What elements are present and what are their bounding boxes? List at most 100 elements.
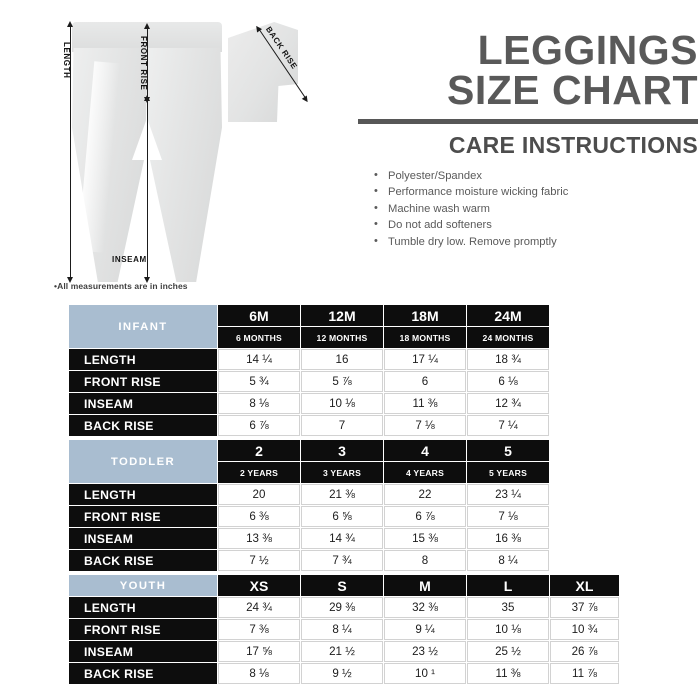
table-row: BACK RISE 6 ⅞ 7 7 ⅛ 7 ¼ — [69, 415, 549, 436]
table-cell: 37 ⅞ — [550, 597, 619, 618]
size-header: 24M — [467, 305, 549, 326]
sub-size-header: 2 YEARS — [218, 462, 300, 483]
table-cell: 6 ⅞ — [218, 415, 300, 436]
size-header: 18M — [384, 305, 466, 326]
sub-size-header: 5 YEARS — [467, 462, 549, 483]
table-cell: 9 ½ — [301, 663, 383, 684]
table-cell: 17 ⅝ — [218, 641, 300, 662]
table-cell: 23 ½ — [384, 641, 466, 662]
table-cell: 14 ¾ — [301, 528, 383, 549]
table-row: YOUTH XS S M L XL — [69, 575, 619, 596]
front-rise-label: FRONT RISE — [139, 36, 148, 91]
list-item: Performance moisture wicking fabric — [374, 183, 700, 200]
table-cell: 7 ¾ — [301, 550, 383, 571]
sub-size-header: 24 MONTHS — [467, 327, 549, 348]
sub-size-header: 3 YEARS — [301, 462, 383, 483]
page-title-line1: LEGGINGS — [477, 27, 698, 73]
table-cell: 5 ⅞ — [301, 371, 383, 392]
table-cell: 10 ⅛ — [301, 393, 383, 414]
table-cell: 18 ¾ — [467, 349, 549, 370]
page-title-line2: SIZE CHART — [447, 67, 698, 113]
care-instructions-list: Polyester/Spandex Performance moisture w… — [356, 167, 700, 250]
table-cell: 11 ⅞ — [550, 663, 619, 684]
list-item: Do not add softeners — [374, 216, 700, 233]
size-header: 12M — [301, 305, 383, 326]
size-header: 6M — [218, 305, 300, 326]
table-cell: 11 ⅜ — [467, 663, 549, 684]
table-cell: 8 ¼ — [467, 550, 549, 571]
table-row: INSEAM 17 ⅝ 21 ½ 23 ½ 25 ½ 26 ⅞ — [69, 641, 619, 662]
size-header: 2 — [218, 440, 300, 461]
table-row: LENGTH 14 ¼ 16 17 ¼ 18 ¾ — [69, 349, 549, 370]
size-header: 4 — [384, 440, 466, 461]
category-header-toddler: TODDLER — [69, 440, 217, 483]
table-cell: 11 ⅜ — [384, 393, 466, 414]
category-header-infant: INFANT — [69, 305, 217, 348]
table-row: TODDLER 2 3 4 5 — [69, 440, 549, 483]
inseam-label: INSEAM — [112, 255, 147, 264]
table-cell: 6 ⅝ — [301, 506, 383, 527]
title-block: LEGGINGS SIZE CHART CARE INSTRUCTIONS Po… — [356, 0, 700, 250]
table-cell: 5 ¾ — [218, 371, 300, 392]
table-row: BACK RISE 7 ½ 7 ¾ 8 8 ¼ — [69, 550, 549, 571]
table-row: 6 MONTHS 12 MONTHS 18 MONTHS 24 MONTHS — [69, 327, 549, 348]
table-cell: 10 ⅛ — [467, 619, 549, 640]
measurement-footnote: •All measurements are in inches — [54, 281, 188, 291]
table-cell: 24 ¾ — [218, 597, 300, 618]
page-title: LEGGINGS SIZE CHART — [356, 0, 700, 113]
table-cell: 6 ⅛ — [467, 371, 549, 392]
size-header: L — [467, 575, 549, 596]
table-row: FRONT RISE 7 ⅜ 8 ¼ 9 ¼ 10 ⅛ 10 ¾ — [69, 619, 619, 640]
category-header-youth: YOUTH — [69, 575, 217, 596]
table-cell: 13 ⅜ — [218, 528, 300, 549]
leggings-illustration: LENGTH FRONT RISE INSEAM BACK RISE •All … — [0, 0, 350, 296]
table-cell: 9 ¼ — [384, 619, 466, 640]
table-cell: 26 ⅞ — [550, 641, 619, 662]
table-cell: 25 ½ — [467, 641, 549, 662]
table-row: 2 YEARS 3 YEARS 4 YEARS 5 YEARS — [69, 462, 549, 483]
length-label: LENGTH — [62, 42, 71, 79]
size-header: S — [301, 575, 383, 596]
size-header: 5 — [467, 440, 549, 461]
table-cell: 35 — [467, 597, 549, 618]
list-item: Tumble dry low. Remove promptly — [374, 233, 700, 250]
sub-size-header: 12 MONTHS — [301, 327, 383, 348]
table-row: INSEAM 8 ⅛ 10 ⅛ 11 ⅜ 12 ¾ — [69, 393, 549, 414]
table-cell: 14 ¼ — [218, 349, 300, 370]
table-cell: 6 — [384, 371, 466, 392]
table-cell: 17 ¼ — [384, 349, 466, 370]
size-header: XS — [218, 575, 300, 596]
table-row: LENGTH 20 21 ⅜ 22 23 ¼ — [69, 484, 549, 505]
table-row: FRONT RISE 5 ¾ 5 ⅞ 6 6 ⅛ — [69, 371, 549, 392]
row-header: FRONT RISE — [69, 506, 217, 527]
youth-size-table: YOUTH XS S M L XL LENGTH 24 ¾ 29 ⅜ 32 ⅜ … — [68, 574, 620, 685]
inseam-measure-line — [143, 95, 151, 283]
table-cell: 6 ⅞ — [384, 506, 466, 527]
table-cell: 7 — [301, 415, 383, 436]
table-cell: 8 ¼ — [301, 619, 383, 640]
row-header: BACK RISE — [69, 550, 217, 571]
table-cell: 29 ⅜ — [301, 597, 383, 618]
row-header: FRONT RISE — [69, 619, 217, 640]
table-cell: 7 ½ — [218, 550, 300, 571]
table-cell: 22 — [384, 484, 466, 505]
row-header: BACK RISE — [69, 415, 217, 436]
table-cell: 10 ¹ — [384, 663, 466, 684]
care-instructions-title: CARE INSTRUCTIONS — [448, 132, 698, 158]
row-header: LENGTH — [69, 484, 217, 505]
table-cell: 7 ⅛ — [384, 415, 466, 436]
row-header: INSEAM — [69, 641, 217, 662]
table-cell: 8 ⅛ — [218, 663, 300, 684]
table-cell: 23 ¼ — [467, 484, 549, 505]
infant-size-table: INFANT 6M 12M 18M 24M 6 MONTHS 12 MONTHS… — [68, 304, 550, 437]
list-item: Machine wash warm — [374, 200, 700, 217]
table-row: LENGTH 24 ¾ 29 ⅜ 32 ⅜ 35 37 ⅞ — [69, 597, 619, 618]
row-header: FRONT RISE — [69, 371, 217, 392]
sub-size-header: 6 MONTHS — [218, 327, 300, 348]
table-cell: 15 ⅜ — [384, 528, 466, 549]
row-header: INSEAM — [69, 528, 217, 549]
title-divider — [358, 119, 698, 124]
row-header: INSEAM — [69, 393, 217, 414]
size-header: XL — [550, 575, 619, 596]
